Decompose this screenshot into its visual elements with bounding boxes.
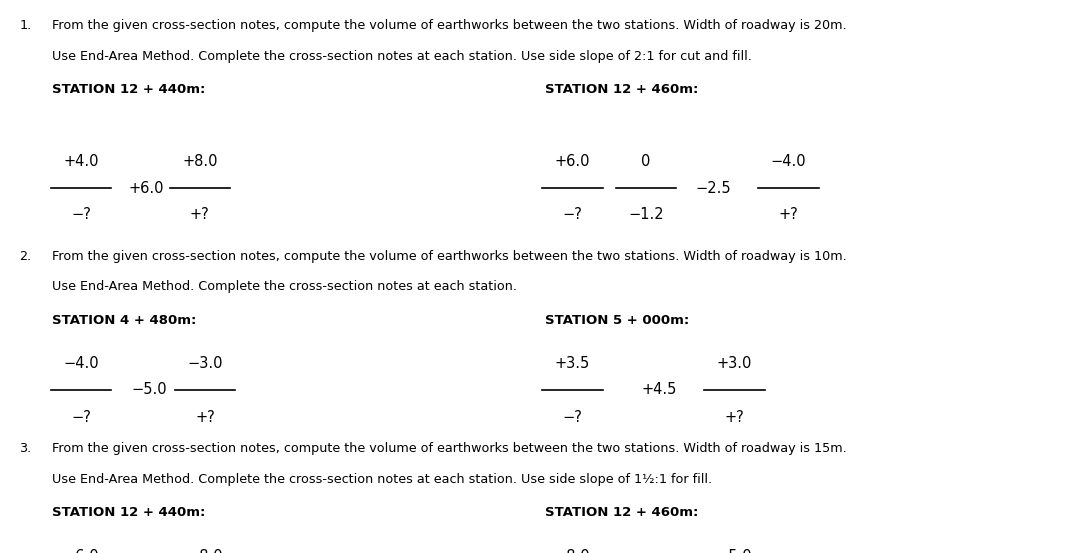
Text: Use End-Area Method. Complete the cross-section notes at each station. Use side : Use End-Area Method. Complete the cross-…	[52, 50, 752, 63]
Text: −8.0: −8.0	[188, 549, 222, 553]
Text: STATION 5 + 000m:: STATION 5 + 000m:	[545, 314, 690, 327]
Text: +?: +?	[725, 410, 744, 425]
Text: −5.0: −5.0	[717, 549, 752, 553]
Text: −?: −?	[71, 410, 91, 425]
Text: +8.0: +8.0	[183, 154, 217, 169]
Text: STATION 12 + 460m:: STATION 12 + 460m:	[545, 83, 699, 96]
Text: −?: −?	[71, 207, 91, 222]
Text: Use End-Area Method. Complete the cross-section notes at each station.: Use End-Area Method. Complete the cross-…	[52, 280, 517, 294]
Text: +?: +?	[190, 207, 210, 222]
Text: 0: 0	[642, 154, 650, 169]
Text: +4.0: +4.0	[64, 154, 98, 169]
Text: −?: −?	[563, 410, 582, 425]
Text: −1.2: −1.2	[629, 207, 663, 222]
Text: −?: −?	[563, 207, 582, 222]
Text: STATION 12 + 440m:: STATION 12 + 440m:	[52, 83, 205, 96]
Text: +4.5: +4.5	[642, 382, 676, 398]
Text: −3.0: −3.0	[188, 356, 222, 371]
Text: From the given cross-section notes, compute the volume of earthworks between the: From the given cross-section notes, comp…	[52, 250, 847, 263]
Text: −4.0: −4.0	[64, 356, 98, 371]
Text: 3.: 3.	[19, 442, 31, 456]
Text: 2.: 2.	[19, 250, 31, 263]
Text: −4.0: −4.0	[771, 154, 806, 169]
Text: Use End-Area Method. Complete the cross-section notes at each station. Use side : Use End-Area Method. Complete the cross-…	[52, 473, 712, 486]
Text: From the given cross-section notes, compute the volume of earthworks between the: From the given cross-section notes, comp…	[52, 19, 847, 33]
Text: STATION 12 + 440m:: STATION 12 + 440m:	[52, 506, 205, 519]
Text: −2.5: −2.5	[696, 180, 730, 196]
Text: +?: +?	[779, 207, 798, 222]
Text: +?: +?	[195, 410, 215, 425]
Text: +3.5: +3.5	[555, 356, 590, 371]
Text: STATION 12 + 460m:: STATION 12 + 460m:	[545, 506, 699, 519]
Text: 1.: 1.	[19, 19, 31, 33]
Text: −5.0: −5.0	[132, 382, 166, 398]
Text: +3.0: +3.0	[717, 356, 752, 371]
Text: −8.0: −8.0	[555, 549, 590, 553]
Text: STATION 4 + 480m:: STATION 4 + 480m:	[52, 314, 197, 327]
Text: +6.0: +6.0	[129, 180, 163, 196]
Text: −6.0: −6.0	[64, 549, 98, 553]
Text: From the given cross-section notes, compute the volume of earthworks between the: From the given cross-section notes, comp…	[52, 442, 847, 456]
Text: +6.0: +6.0	[555, 154, 590, 169]
